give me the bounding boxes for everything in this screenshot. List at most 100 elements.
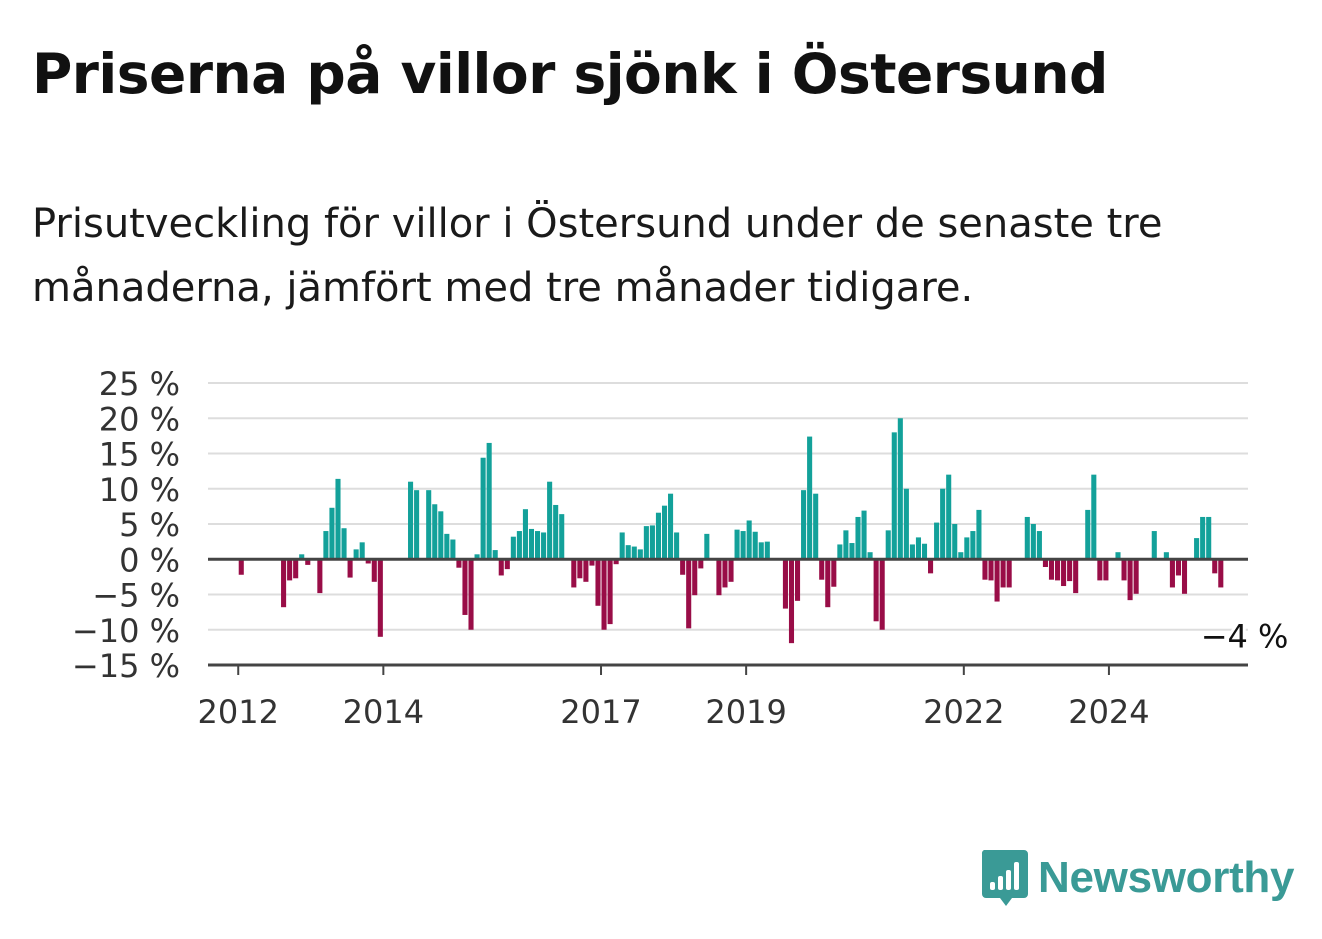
bar [462, 559, 468, 615]
bar [305, 559, 311, 565]
bar [1151, 531, 1157, 560]
bar [341, 528, 347, 560]
bar [807, 436, 813, 560]
bar [982, 559, 988, 580]
bar [897, 418, 903, 560]
bar [408, 481, 414, 560]
bar [1175, 559, 1182, 576]
bar [788, 559, 795, 644]
bar [1133, 559, 1139, 594]
bar [819, 559, 825, 580]
bar [728, 559, 734, 582]
bar [456, 559, 462, 568]
tick-labels: 25 %20 %15 %10 %5 %0 %−5 %−10 %−15 % 2012… [72, 365, 1292, 731]
bar [1218, 559, 1224, 588]
bar [643, 526, 649, 560]
bar [674, 532, 680, 560]
bar [1127, 559, 1133, 601]
x-tick-label: 2022 [923, 693, 1004, 731]
brand-name: Newsworthy [1038, 853, 1295, 902]
bar [498, 559, 504, 576]
bar [601, 559, 607, 630]
bar [1200, 516, 1206, 560]
bar [1024, 516, 1030, 560]
bar [438, 511, 444, 560]
bar [1097, 559, 1103, 581]
bar [1054, 559, 1061, 581]
bar [746, 520, 752, 560]
bar [1103, 559, 1109, 581]
bar [559, 514, 565, 560]
bar [855, 516, 861, 560]
bar [946, 474, 952, 560]
bar [510, 536, 516, 560]
bar [801, 490, 807, 560]
x-tick-label: 2017 [560, 693, 641, 731]
bar [1073, 559, 1079, 594]
bar [444, 533, 450, 560]
bar [976, 509, 982, 560]
bar [680, 559, 686, 575]
bar [377, 559, 383, 637]
bar [317, 559, 323, 594]
bar [1042, 559, 1048, 568]
y-tick-label: 0 % [119, 541, 180, 579]
y-tick-label: 25 % [99, 365, 180, 403]
bar [891, 432, 897, 560]
bar [1169, 559, 1175, 588]
bar [831, 559, 837, 587]
bar [281, 559, 287, 608]
bar [837, 544, 843, 560]
bar [323, 531, 329, 560]
y-tick-label: −15 % [72, 647, 180, 685]
bar [1067, 559, 1073, 582]
bar [486, 442, 492, 560]
bar [480, 457, 486, 560]
bar [631, 546, 637, 560]
bar [692, 559, 698, 596]
bar [541, 532, 547, 560]
bar [928, 559, 934, 574]
bar [934, 522, 940, 560]
bar [758, 542, 764, 560]
bar [1206, 516, 1212, 560]
bar [553, 504, 559, 560]
bar [1115, 552, 1121, 560]
bar [686, 559, 692, 629]
bar [655, 512, 662, 560]
bar [782, 559, 788, 609]
bar [583, 559, 589, 582]
bar [534, 531, 541, 560]
bar [867, 552, 873, 560]
bar [649, 525, 655, 560]
y-tick-label: 20 % [99, 400, 180, 438]
bar [903, 488, 909, 560]
bar [528, 528, 535, 560]
x-tick-label: 2024 [1068, 693, 1149, 731]
x-tick-label: 2014 [343, 693, 424, 731]
bar [625, 545, 631, 560]
bars [238, 418, 1224, 644]
bar [825, 559, 831, 608]
bar [668, 493, 674, 560]
bar [1048, 559, 1055, 580]
bar [861, 510, 867, 560]
y-tick-label: 10 % [99, 471, 180, 509]
y-tick-label: 5 % [119, 506, 180, 544]
bar [794, 559, 801, 601]
bar [287, 559, 293, 581]
bar [764, 541, 770, 560]
bar [450, 539, 456, 560]
bar [921, 543, 928, 560]
newsworthy-logo[interactable]: Newsworthy [980, 848, 1294, 908]
bar [474, 554, 480, 560]
bar [909, 544, 915, 560]
bar [365, 559, 371, 564]
bar [329, 507, 335, 560]
chart-subtitle: Prisutveckling för villor i Östersund un… [32, 201, 1163, 311]
bar [293, 559, 299, 579]
bar [716, 559, 722, 596]
bar [1212, 559, 1218, 574]
bar [1194, 538, 1200, 560]
bar [1006, 559, 1012, 588]
